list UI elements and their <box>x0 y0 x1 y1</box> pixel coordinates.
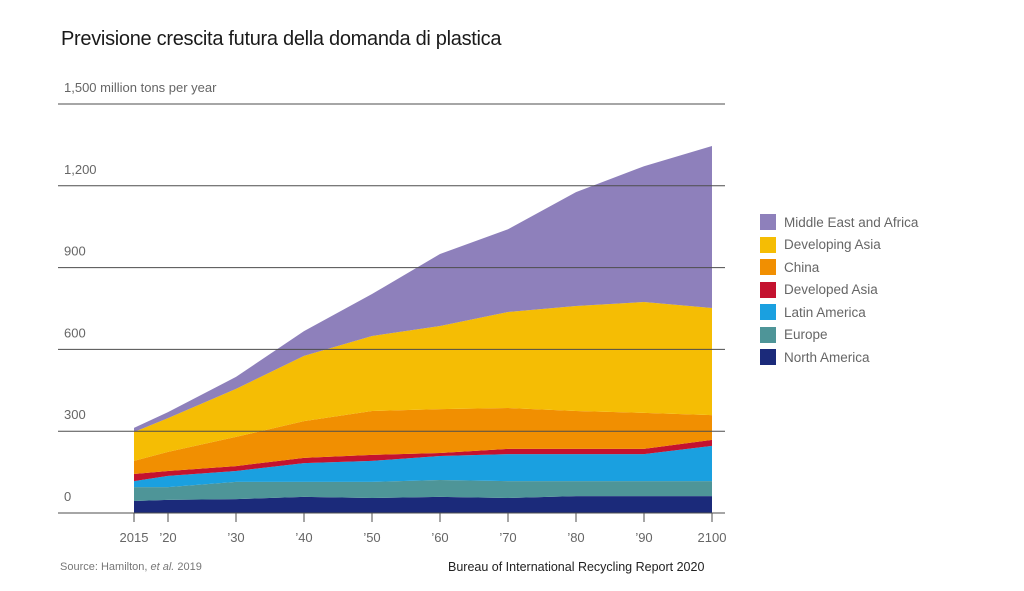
source-prefix: Source: Hamilton, <box>60 561 151 573</box>
legend-swatch <box>760 349 776 366</box>
legend-swatch <box>760 304 776 321</box>
legend-item: North America <box>760 346 918 369</box>
x-tick-label: 2100 <box>698 530 727 545</box>
y-tick-label: 600 <box>64 325 86 340</box>
x-tick-label: ’50 <box>363 530 380 545</box>
y-axis-labels: 0 300 600 900 1,200 1,500 million tons per ye… <box>64 80 217 504</box>
legend-label: Europe <box>784 327 828 343</box>
legend-swatch <box>760 281 776 298</box>
x-tick-label: ’80 <box>567 530 584 545</box>
legend-label: Developing Asia <box>784 237 881 253</box>
legend-item: Developing Asia <box>760 234 918 257</box>
x-tick-label: ’60 <box>431 530 448 545</box>
x-tick-label: 2015 <box>120 530 149 545</box>
legend-item: Middle East and Africa <box>760 211 918 234</box>
source-italic: et al. <box>150 561 175 573</box>
y-tick-label: 0 <box>64 489 71 504</box>
source-suffix: 2019 <box>174 561 202 573</box>
legend-swatch <box>760 214 776 231</box>
x-tick-label: ’20 <box>159 530 176 545</box>
credit-note: Bureau of International Recycling Report… <box>448 560 705 574</box>
legend-swatch <box>760 326 776 343</box>
legend-item: China <box>760 256 918 279</box>
y-tick-label: 300 <box>64 407 86 422</box>
y-tick-label: 1,200 <box>64 162 97 177</box>
legend-label: Middle East and Africa <box>784 214 919 230</box>
legend-item: Developed Asia <box>760 279 918 302</box>
area-europe <box>134 480 712 501</box>
legend-label: China <box>784 259 820 275</box>
chart-title: Previsione crescita futura della domanda… <box>61 28 502 50</box>
legend: Middle East and Africa Developing Asia Chi… <box>760 211 918 369</box>
area-middle-east-and-africa <box>134 146 712 432</box>
legend-label: Developed Asia <box>784 282 878 298</box>
area-latin-america <box>134 445 712 488</box>
x-axis: 2015 ’20 ’30 ’40 ’50 ’60 ’70 ’80 ’90 2100 <box>120 513 727 545</box>
area-china <box>134 408 712 474</box>
legend-swatch <box>760 259 776 276</box>
x-tick-label: ’90 <box>635 530 652 545</box>
source-note: Source: Hamilton, et al. 2019 <box>60 561 202 573</box>
area-developing-asia <box>134 302 712 461</box>
legend-swatch <box>760 236 776 253</box>
x-tick-label: ’70 <box>499 530 516 545</box>
area-north-america <box>134 496 712 513</box>
legend-label: North America <box>784 349 870 365</box>
y-tick-label: 900 <box>64 244 86 259</box>
area-developed-asia <box>134 439 712 482</box>
legend-item: Latin America <box>760 301 918 324</box>
area-layers <box>134 146 712 513</box>
legend-item: Europe <box>760 324 918 347</box>
x-tick-label: ’40 <box>295 530 312 545</box>
x-tick-label: ’30 <box>227 530 244 545</box>
gridlines <box>58 103 725 514</box>
y-tick-label: 1,500 million tons per year <box>64 80 217 95</box>
legend-label: Latin America <box>784 304 866 320</box>
